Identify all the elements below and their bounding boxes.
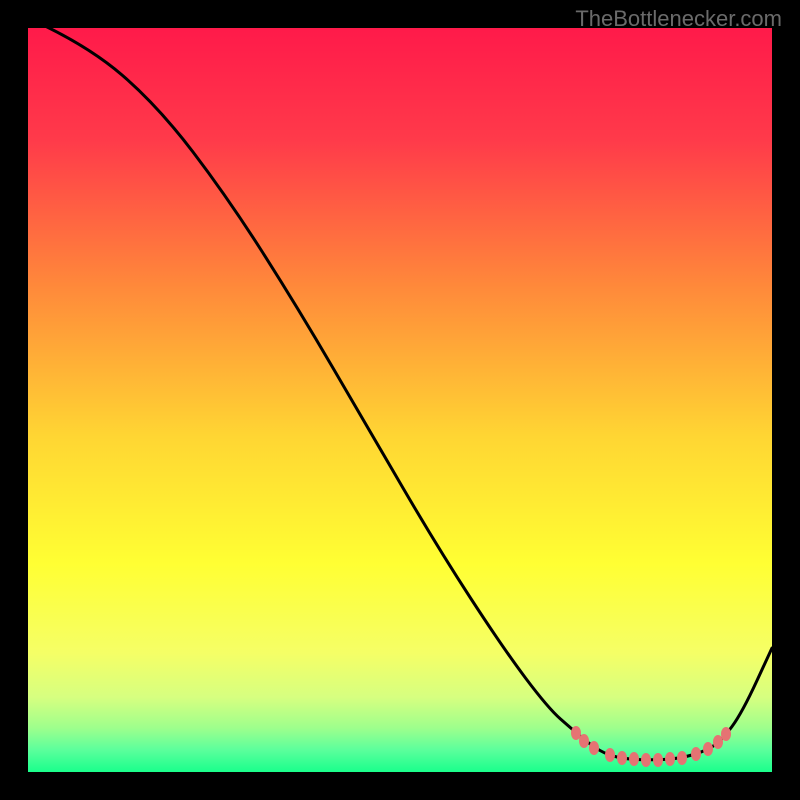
marker-point — [677, 751, 687, 765]
watermark-text: TheBottlenecker.com — [575, 6, 782, 32]
curve-layer — [28, 28, 772, 772]
marker-point — [721, 727, 731, 741]
marker-point — [703, 742, 713, 756]
marker-point — [571, 726, 581, 740]
marker-point — [713, 735, 723, 749]
plot-area — [28, 28, 772, 772]
bottleneck-curve — [28, 28, 772, 760]
marker-point — [665, 752, 675, 766]
marker-point — [589, 741, 599, 755]
marker-point — [691, 747, 701, 761]
marker-point — [653, 753, 663, 767]
marker-point — [579, 734, 589, 748]
marker-point — [629, 752, 639, 766]
marker-point — [605, 748, 615, 762]
marker-point — [617, 751, 627, 765]
marker-point — [641, 753, 651, 767]
